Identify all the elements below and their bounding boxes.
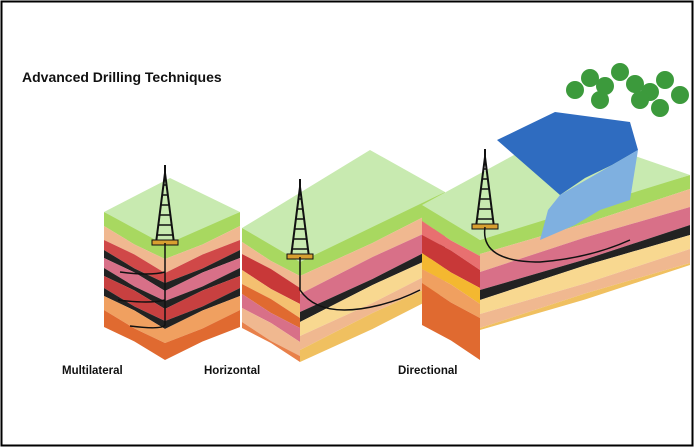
title: Advanced Drilling Techniques <box>22 69 222 85</box>
stratum <box>104 258 165 301</box>
stratum <box>300 280 445 362</box>
label: Horizontal <box>204 365 260 377</box>
stratum <box>104 268 165 309</box>
stratum <box>165 250 240 291</box>
stratum <box>242 322 300 362</box>
tree <box>581 69 599 87</box>
stratum <box>104 276 165 321</box>
lake <box>497 112 638 195</box>
tree <box>566 81 584 99</box>
stratum <box>242 228 300 276</box>
stratum <box>165 212 240 259</box>
stratum <box>242 254 300 304</box>
stratum <box>165 258 240 301</box>
stratum <box>104 310 165 360</box>
tree <box>631 91 649 109</box>
surface <box>104 178 240 245</box>
stratum <box>300 224 445 312</box>
tree <box>656 71 674 89</box>
label: Directional <box>398 365 457 377</box>
stratum <box>422 253 480 304</box>
stratum <box>480 263 690 330</box>
stratum <box>480 249 690 328</box>
stratum <box>104 212 165 259</box>
stratum <box>165 288 240 329</box>
stratum <box>165 296 240 343</box>
stratum <box>104 226 165 273</box>
tree <box>596 77 614 95</box>
stratum <box>300 242 445 322</box>
stratum <box>300 252 445 336</box>
stratum <box>300 266 445 350</box>
stratum <box>422 269 480 318</box>
stratum <box>242 242 300 288</box>
stratum <box>104 240 165 283</box>
stratum <box>165 268 240 309</box>
stratum <box>300 206 445 294</box>
stratum <box>165 240 240 283</box>
stratum <box>242 284 300 328</box>
lake-face <box>540 150 638 240</box>
stratum <box>422 221 480 270</box>
stratum <box>480 225 690 300</box>
stratum <box>165 226 240 273</box>
stratum <box>242 270 300 318</box>
stratum <box>480 235 690 314</box>
tree <box>626 75 644 93</box>
label: Multilateral <box>62 365 123 377</box>
stratum <box>104 250 165 291</box>
well <box>483 226 631 263</box>
stratum <box>480 189 690 272</box>
surface <box>242 150 445 262</box>
stratum <box>104 288 165 329</box>
tree <box>591 91 609 109</box>
stratum <box>422 205 480 256</box>
stratum <box>242 308 300 356</box>
stratum <box>422 283 480 360</box>
stratum <box>165 310 240 360</box>
well <box>299 257 421 311</box>
stratum <box>104 296 165 343</box>
stratum <box>480 207 690 290</box>
stratum <box>300 192 445 276</box>
decoration <box>117 63 689 329</box>
blocks <box>104 130 690 362</box>
stratum <box>242 294 300 342</box>
tree <box>651 99 669 117</box>
tree <box>671 86 689 104</box>
tree <box>611 63 629 81</box>
stratum <box>422 235 480 288</box>
stratum <box>165 276 240 321</box>
well <box>117 243 166 329</box>
